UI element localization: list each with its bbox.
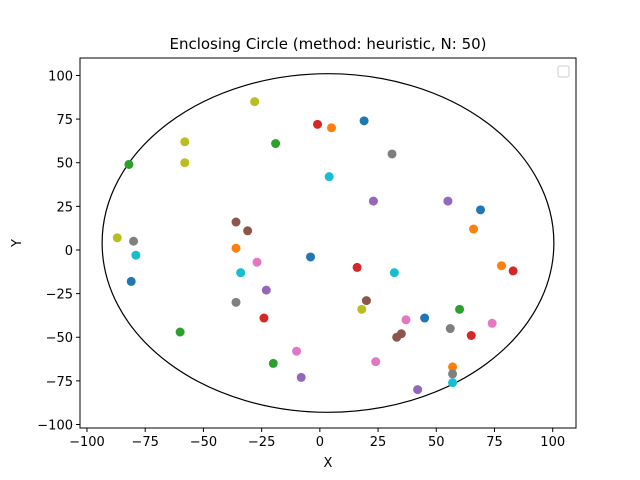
data-point-23 — [352, 262, 362, 272]
y-tick-label-4: 0 — [65, 244, 73, 259]
data-point-18 — [231, 243, 241, 253]
data-point-1 — [359, 116, 369, 126]
chart-title: Enclosing Circle (method: heuristic, N: … — [169, 35, 486, 53]
data-point-40 — [466, 331, 476, 340]
y-tick-label-0: −100 — [37, 419, 73, 434]
x-axis-ticks: −100 −75 −50 −25 0 25 50 75 100 — [69, 428, 565, 450]
x-tick-label-7: 75 — [486, 435, 503, 450]
y-tick-label-5: 25 — [56, 200, 73, 215]
y-tick-label-1: −75 — [46, 375, 73, 390]
data-point-16 — [112, 233, 122, 243]
data-point-17 — [129, 236, 139, 246]
x-tick-label-2: −50 — [190, 435, 217, 450]
data-point-30 — [231, 297, 241, 307]
data-point-24 — [508, 266, 518, 276]
data-point-5 — [271, 139, 281, 149]
x-tick-label-0: −100 — [69, 435, 105, 450]
data-point-10 — [368, 196, 378, 206]
data-point-41 — [392, 332, 402, 342]
x-axis-label: X — [324, 456, 333, 471]
enclosing-circle — [101, 73, 555, 413]
data-point-15 — [243, 226, 253, 236]
plot-area — [101, 73, 555, 413]
data-point-6 — [387, 149, 397, 159]
data-point-33 — [259, 313, 269, 323]
data-point-13 — [231, 217, 241, 227]
data-point-42 — [292, 346, 302, 356]
data-point-26 — [389, 268, 399, 278]
data-point-4 — [180, 137, 190, 147]
axes-frame — [79, 57, 577, 429]
data-point-49 — [413, 385, 423, 395]
y-tick-label-8: 100 — [48, 69, 73, 84]
data-point-3 — [326, 123, 336, 133]
x-tick-label-1: −75 — [131, 435, 158, 450]
data-point-19 — [131, 250, 141, 260]
data-point-27 — [126, 276, 136, 286]
data-point-34 — [420, 313, 430, 323]
data-point-25 — [236, 268, 246, 278]
y-tick-label-7: 75 — [56, 113, 73, 128]
data-point-21 — [252, 257, 262, 267]
data-point-2 — [313, 119, 323, 129]
data-point-37 — [445, 324, 455, 334]
y-tick-label-2: −50 — [46, 331, 73, 346]
y-axis-ticks: −100 −75 −50 −25 0 25 50 75 100 — [37, 69, 80, 434]
data-point-48 — [448, 378, 458, 388]
data-point-12 — [476, 205, 486, 215]
x-tick-label-5: 25 — [370, 435, 387, 450]
x-tick-label-4: 0 — [316, 435, 324, 450]
data-point-31 — [357, 304, 367, 314]
data-point-8 — [124, 159, 134, 169]
data-point-38 — [175, 327, 185, 337]
data-point-36 — [487, 318, 497, 328]
data-point-45 — [448, 362, 458, 372]
data-point-44 — [268, 358, 278, 368]
data-point-9 — [324, 172, 334, 182]
data-point-46 — [448, 369, 458, 379]
y-tick-label-6: 50 — [56, 157, 73, 172]
data-point-43 — [371, 357, 381, 367]
data-point-20 — [306, 252, 316, 262]
data-point-28 — [261, 285, 271, 295]
data-point-11 — [443, 196, 453, 206]
y-axis-label: Y — [10, 239, 25, 248]
data-point-32 — [455, 304, 465, 314]
data-point-14 — [469, 224, 479, 234]
data-point-47 — [296, 372, 306, 382]
data-point-35 — [401, 315, 411, 325]
x-tick-label-8: 100 — [540, 435, 565, 450]
data-point-22 — [496, 261, 506, 271]
y-tick-label-3: −25 — [46, 288, 73, 303]
x-tick-label-6: 50 — [428, 435, 445, 450]
data-point-0 — [250, 97, 260, 107]
legend-box — [557, 65, 570, 78]
data-point-7 — [180, 158, 190, 168]
data-point-29 — [361, 296, 371, 306]
x-tick-label-3: −25 — [248, 435, 275, 450]
